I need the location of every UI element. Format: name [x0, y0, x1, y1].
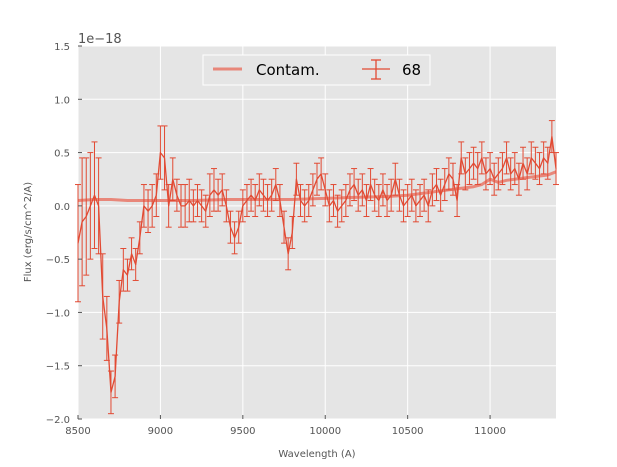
- y-offset-label: 1e−18: [78, 32, 122, 47]
- legend-contam-label: Contam.: [256, 61, 320, 79]
- legend-68-label: 68: [402, 61, 421, 79]
- y-tick-label: 0.0: [54, 202, 70, 213]
- x-tick-label: 11000: [474, 426, 506, 437]
- y-tick-label: −1.0: [46, 308, 70, 319]
- y-tick-label: −2.0: [46, 415, 70, 426]
- x-axis-label: Wavelength (A): [278, 449, 355, 460]
- legend: Contam. 68: [202, 54, 431, 86]
- x-axis-ticks: 8500 9000 9500 10000 10500 11000: [65, 415, 506, 437]
- y-tick-label: 0.5: [54, 149, 70, 160]
- series-68-polyline: [77, 135, 557, 394]
- x-tick-label: 8500: [65, 426, 90, 437]
- x-tick-label: 10500: [392, 426, 424, 437]
- y-axis-label: Flux (erg/s/cm^2/A): [23, 182, 34, 282]
- grid-lines: [77, 45, 556, 420]
- x-tick-label: 10000: [309, 426, 341, 437]
- y-axis-ticks: −2.0 −1.5 −1.0 −0.5 0.0 0.5 1.0 1.5: [46, 42, 82, 426]
- y-tick-label: −1.5: [46, 362, 70, 373]
- x-tick-label: 9000: [148, 426, 173, 437]
- x-tick-label: 9500: [230, 426, 255, 437]
- series-68-line: [77, 135, 557, 394]
- y-tick-label: −0.5: [46, 255, 70, 266]
- y-tick-label: 1.0: [54, 95, 70, 106]
- y-tick-label: 1.5: [54, 42, 70, 53]
- legend-68-swatch: [362, 59, 390, 80]
- plot-background: [78, 46, 556, 419]
